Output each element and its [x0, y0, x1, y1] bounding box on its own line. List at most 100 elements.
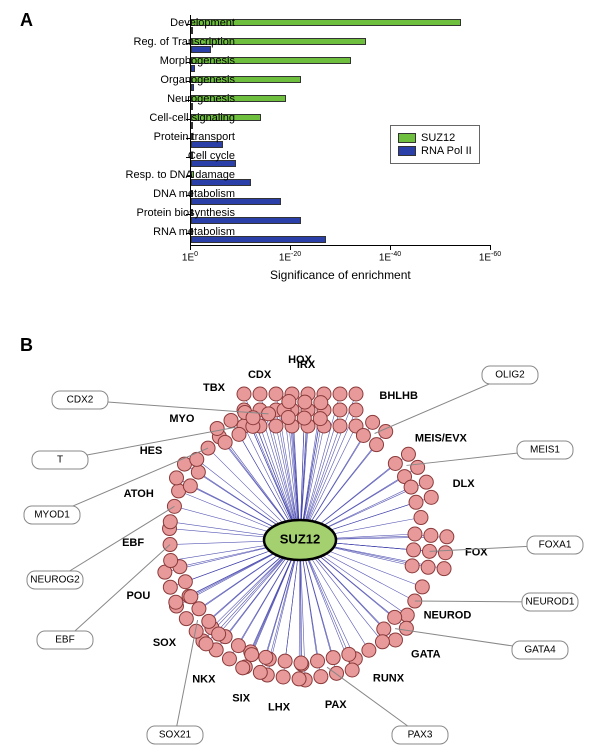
gene-node	[349, 403, 363, 417]
gene-node	[399, 621, 413, 635]
gene-node	[438, 546, 452, 560]
group-label: MEIS/EVX	[415, 432, 468, 444]
gene-node	[375, 635, 389, 649]
gene-node	[405, 559, 419, 573]
gene-node	[184, 590, 198, 604]
gene-node	[236, 661, 250, 675]
group-label: BHLHB	[379, 390, 418, 402]
gene-node	[167, 499, 181, 513]
gene-node	[424, 528, 438, 542]
gene-node	[314, 670, 328, 684]
legend-label: RNA Pol II	[421, 145, 472, 157]
gene-node	[401, 447, 415, 461]
gene-node	[366, 415, 380, 429]
gene-node	[282, 395, 296, 409]
gene-node	[404, 480, 418, 494]
callout-label: SOX21	[159, 730, 192, 741]
group-label: RUNX	[373, 673, 405, 685]
callout-label: MYOD1	[34, 510, 70, 521]
gene-node	[259, 650, 273, 664]
hub-label: SUZ12	[280, 531, 320, 546]
gene-node	[370, 438, 384, 452]
gene-node	[169, 595, 183, 609]
gene-node	[414, 511, 428, 525]
gene-node	[237, 387, 251, 401]
category-label: Protein transport	[105, 131, 235, 143]
gene-node	[294, 656, 308, 670]
gene-node	[231, 639, 245, 653]
gene-node	[409, 495, 423, 509]
x-tick-label: 1E-60	[479, 251, 501, 263]
group-label: SIX	[232, 693, 250, 705]
group-label: ATOH	[124, 488, 154, 500]
category-label: Morphogenesis	[105, 55, 235, 67]
gene-node	[179, 612, 193, 626]
gene-node	[377, 622, 391, 636]
gene-node	[292, 672, 306, 686]
x-tick-label: 1E-20	[279, 251, 301, 263]
gene-node	[345, 663, 359, 677]
group-label: NKX	[192, 674, 216, 686]
gene-node	[349, 387, 363, 401]
gene-node	[169, 471, 183, 485]
callout-label: T	[57, 455, 63, 466]
callout-label: OLIG2	[495, 370, 525, 381]
category-label: Cell cycle	[105, 150, 235, 162]
category-label: Protein biosynthesis	[105, 207, 235, 219]
gene-node	[356, 428, 370, 442]
legend-swatch	[398, 146, 416, 156]
x-axis-title: Significance of enrichment	[270, 268, 411, 282]
category-label: Resp. to DNA damage	[105, 169, 235, 181]
gene-node	[424, 490, 438, 504]
callout-label: EBF	[55, 635, 74, 646]
callout-label: CDX2	[67, 395, 94, 406]
gene-node	[201, 441, 215, 455]
group-label: GATA	[411, 648, 441, 660]
gene-node	[191, 465, 205, 479]
gene-node	[199, 637, 213, 651]
gene-node	[313, 412, 327, 426]
category-label: Reg. of Transcription	[105, 36, 235, 48]
gene-node	[245, 648, 259, 662]
callout-label: NEUROD1	[526, 597, 575, 608]
gene-node	[183, 479, 197, 493]
gene-node	[440, 530, 454, 544]
gene-node	[253, 665, 267, 679]
gene-node	[408, 527, 422, 541]
gene-node	[326, 651, 340, 665]
gene-node	[210, 421, 224, 435]
category-label: Neurogenesis	[105, 93, 235, 105]
gene-node	[388, 456, 402, 470]
group-label: NEUROD	[424, 609, 472, 621]
group-label: POU	[126, 590, 150, 602]
group-label: EBF	[122, 537, 144, 549]
category-label: RNA metabolism	[105, 226, 235, 238]
gene-node	[388, 633, 402, 647]
legend: SUZ12RNA Pol II	[390, 125, 480, 164]
legend-item: SUZ12	[398, 132, 472, 144]
gene-node	[163, 515, 177, 529]
gene-node	[311, 654, 325, 668]
group-label: MYO	[169, 413, 195, 425]
callout-line	[65, 545, 170, 640]
gene-node	[333, 387, 347, 401]
category-label: Organogenesis	[105, 74, 235, 86]
gene-node	[192, 602, 206, 616]
gene-node	[218, 435, 232, 449]
x-tick-label: 1E-40	[379, 251, 401, 263]
group-label: LHX	[268, 702, 291, 714]
panel-a-label: A	[20, 10, 33, 31]
gene-node	[362, 643, 376, 657]
gene-node	[276, 670, 290, 684]
gene-node	[415, 580, 429, 594]
callout-label: NEUROG2	[30, 575, 80, 586]
gene-node	[163, 580, 177, 594]
gene-node	[400, 608, 414, 622]
gene-node	[419, 475, 433, 489]
category-label: DNA metabolism	[105, 188, 235, 200]
gene-node	[281, 411, 295, 425]
gene-node	[421, 560, 435, 574]
gene-node	[269, 419, 283, 433]
gene-node	[411, 460, 425, 474]
group-label: IRX	[297, 359, 316, 371]
